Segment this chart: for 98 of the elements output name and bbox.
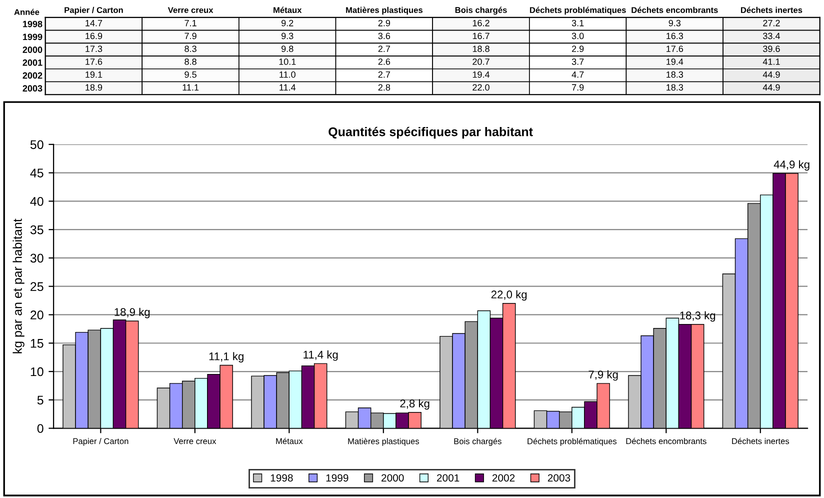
data-label: 18.3 [666,84,684,91]
data-label: 11,1 kg [209,352,244,362]
data-label: 7.9 [184,32,196,40]
data-label: 9.2 [282,20,294,26]
legend-label: 2003 [548,474,570,482]
x-tick-label: Verre creux [168,7,214,14]
x-tick-label: Verre creux [174,438,216,444]
data-label: 39.6 [763,46,780,52]
data-label: 22,0 kg [491,290,527,301]
data-label: 11,4 kg [304,350,338,361]
data-label: 18.9 [86,84,102,91]
y-tick-label: 1998 [23,20,42,28]
data-label: 2.6 [378,58,390,65]
data-label: 3.7 [572,58,584,65]
y-tick-label: 1999 [23,34,42,40]
data-label: 27.2 [763,20,780,26]
y-tick-label: 35 [30,225,44,234]
y-tick-label: 2000 [22,46,42,53]
data-label: 17.6 [86,58,102,65]
data-label: 16.9 [86,32,102,40]
y-tick-label: 45 [30,168,44,178]
data-label: 19.4 [472,71,490,78]
data-label: 11.4 [280,84,296,91]
x-tick-label: Déchets problématiques [528,438,617,446]
data-label: 2.7 [378,71,390,78]
legend-label: 2002 [492,474,515,482]
legend-label: 1999 [326,474,348,482]
legend-label: 2001 [437,474,460,482]
data-label: 41.1 [762,58,780,65]
data-label: 9.8 [282,46,294,52]
data-label: 9.3 [282,32,294,40]
y-tick-label: 2001 [22,59,42,66]
x-tick-label: Bois chargés [455,6,507,15]
data-label: 3.1 [572,20,584,26]
data-label: 18.3 [666,71,684,78]
x-tick-label: Matières plastiques [346,6,423,15]
x-tick-label: Papier / Carton [73,438,128,446]
data-label: 17.6 [666,46,684,52]
data-label: 16.3 [666,32,684,40]
data-label: 4.7 [572,71,584,78]
y-tick-label: 20 [30,310,44,320]
data-label: 18.8 [472,46,490,52]
data-label: 44.9 [762,84,780,91]
data-label: 19.1 [86,71,102,78]
x-tick-label: Métaux [276,438,303,444]
data-label: 17.3 [86,46,102,52]
data-label: 3.6 [378,32,390,40]
x-tick-label: Matières plastiques [348,438,420,446]
data-label: 7.9 [572,84,584,91]
y-axis-title: kg par an et par habitant [12,218,24,354]
data-label: 2.9 [378,20,390,26]
x-tick-label: Bois chargés [454,438,502,446]
legend-label: 2000 [382,474,404,482]
y-tick-label: 2002 [22,72,42,79]
x-tick-label: Déchets inertes [732,438,790,444]
data-label: 7.1 [184,20,196,26]
y-axis-title: Année [14,8,40,16]
data-label: 8.3 [184,46,196,52]
data-label: 18,9 kg [114,308,150,318]
data-label: 2.8 [378,84,390,91]
data-label: 33.4 [763,32,780,40]
y-tick-label: 0 [37,424,44,433]
y-tick-label: 15 [30,339,44,348]
data-label: 44,9 kg [774,160,810,171]
x-tick-label: Déchets inertes [740,6,802,14]
data-label: 20.7 [472,58,490,65]
data-label: 2,8 kg [400,399,430,410]
legend-label: 1998 [270,474,293,482]
y-tick-label: 30 [30,254,44,263]
y-tick-label: 2003 [22,85,42,92]
data-label: 19.4 [666,58,684,65]
data-label: 18,3 kg [680,311,716,322]
x-tick-label: Déchets encombrants [632,6,718,14]
data-label: 2.9 [572,46,584,52]
y-tick-label: 40 [30,196,44,206]
y-tick-label: 50 [30,140,44,150]
data-label: 8.8 [184,58,196,65]
y-tick-label: 25 [30,282,44,291]
data-label: 14.7 [86,20,102,26]
data-label: 11.0 [280,71,296,78]
data-label: 44.9 [762,71,780,78]
data-label: 22.0 [472,84,490,91]
x-tick-label: Déchets problématiques [530,6,626,15]
x-tick-label: Papier / Carton [64,6,123,15]
data-label: 2.7 [378,46,390,52]
data-label: 11.1 [182,84,199,91]
y-tick-label: 5 [37,396,44,405]
y-tick-label: 10 [30,367,44,376]
data-label: 9.5 [184,71,196,78]
data-label: 16.7 [472,32,490,40]
data-label: 7,9 kg [588,370,618,381]
data-label: 9.3 [668,20,681,26]
data-label: 10.1 [279,58,296,65]
x-tick-label: Déchets encombrants [626,438,706,444]
data-label: 3.0 [572,32,584,40]
data-label: 16.2 [472,20,490,26]
chart-title: Quantités spécifiques par habitant [328,126,533,139]
x-tick-label: Métaux [274,6,302,14]
